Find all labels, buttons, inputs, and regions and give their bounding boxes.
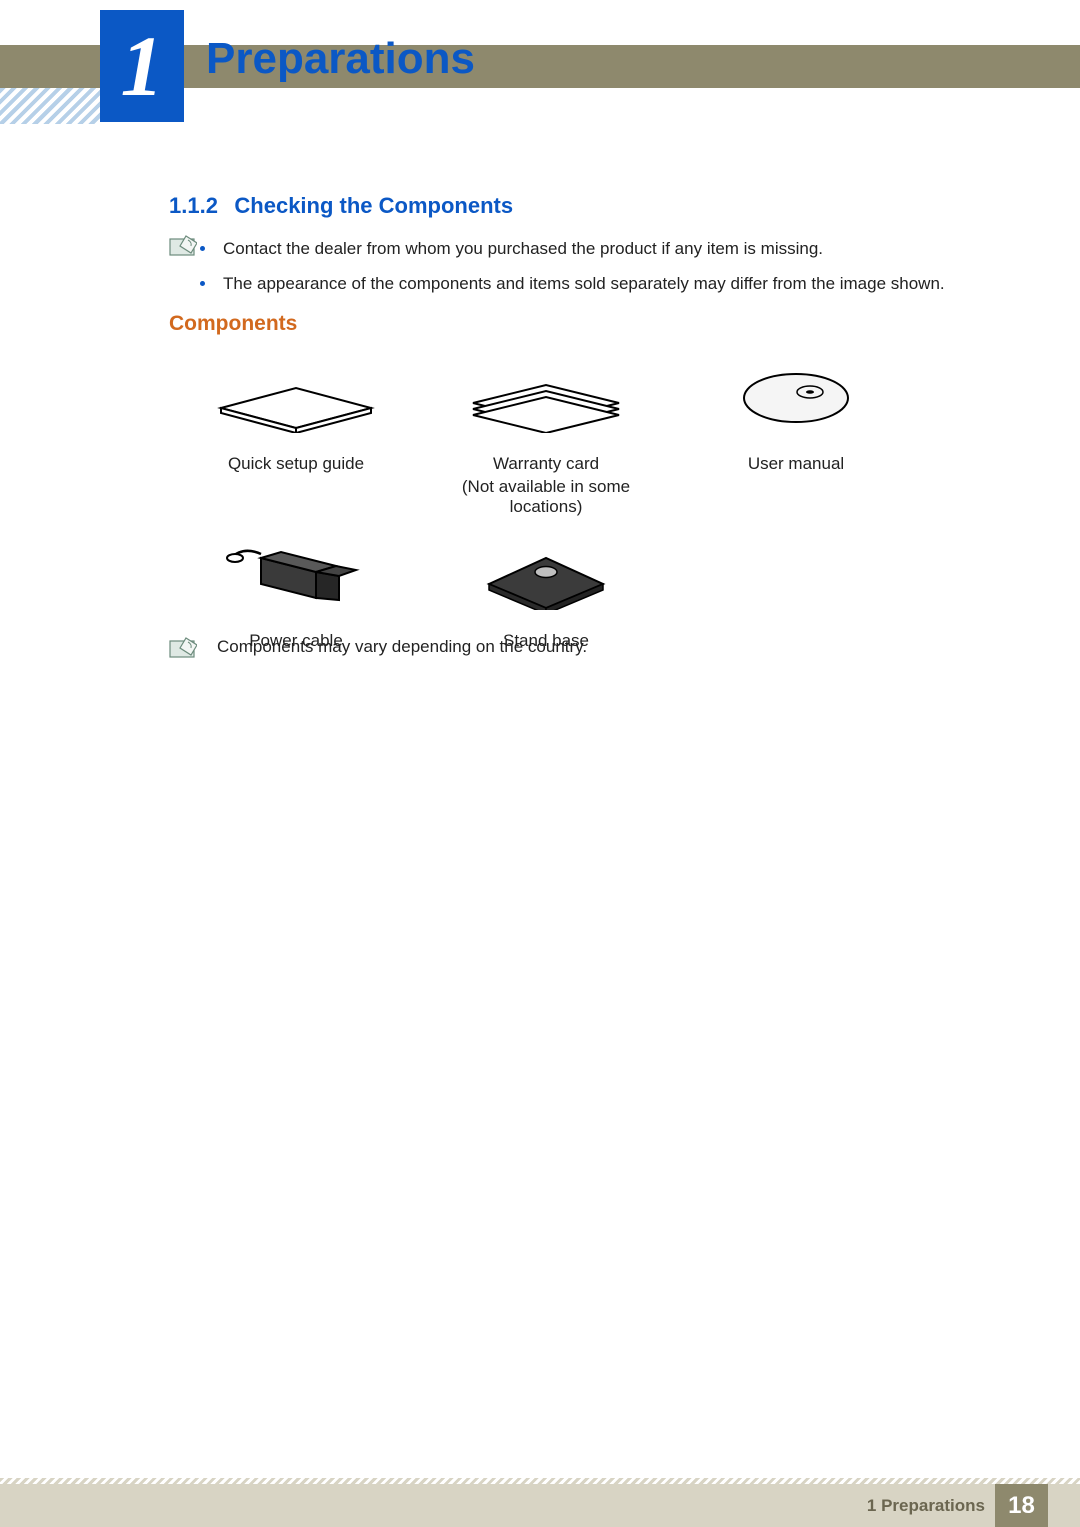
component-label: Warranty card [426, 452, 666, 477]
chapter-number-box: 1 [100, 10, 184, 122]
note-block-bottom: Components may vary depending on the cou… [169, 636, 587, 658]
warranty-card-icon [426, 358, 666, 438]
components-subheading: Components [169, 312, 297, 336]
note-bullet-list: Contact the dealer from whom you purchas… [217, 234, 945, 303]
footer-page-box: 18 [995, 1484, 1048, 1527]
component-label: User manual [676, 452, 916, 477]
note-icon [169, 234, 197, 256]
footer-bar: 1 Preparations 18 [0, 1484, 1080, 1527]
stand-base-icon [426, 535, 666, 615]
component-user-manual: User manual [676, 358, 916, 517]
footer-section-title: 1 Preparations [867, 1496, 985, 1516]
note-bullet-2: The appearance of the components and ite… [217, 269, 945, 300]
section-title: Checking the Components [234, 193, 513, 218]
section-heading: 1.1.2 Checking the Components [169, 193, 513, 219]
power-cable-icon [176, 535, 416, 615]
component-label: Quick setup guide [176, 452, 416, 477]
footer-page-number: 18 [1008, 1492, 1035, 1520]
note-bullet-1: Contact the dealer from whom you purchas… [217, 234, 945, 265]
note-icon [169, 636, 197, 658]
chapter-title: Preparations [206, 34, 475, 84]
component-warranty-card: Warranty card (Not available in some loc… [426, 358, 666, 517]
component-sublabel: (Not available in some locations) [426, 477, 666, 517]
components-grid: Quick setup guide Warranty card (Not ava… [176, 358, 916, 653]
header-hatch-decor [0, 88, 100, 124]
quick-setup-guide-icon [176, 358, 416, 438]
component-quick-setup-guide: Quick setup guide [176, 358, 416, 517]
section-number: 1.1.2 [169, 193, 218, 218]
note-text: Components may vary depending on the cou… [217, 637, 587, 657]
user-manual-icon [676, 358, 916, 438]
chapter-number: 1 [121, 16, 164, 116]
note-block-top: Contact the dealer from whom you purchas… [169, 234, 945, 303]
page-root: 1 Preparations 1.1.2 Checking the Compon… [0, 0, 1080, 1527]
component-empty [676, 535, 916, 654]
